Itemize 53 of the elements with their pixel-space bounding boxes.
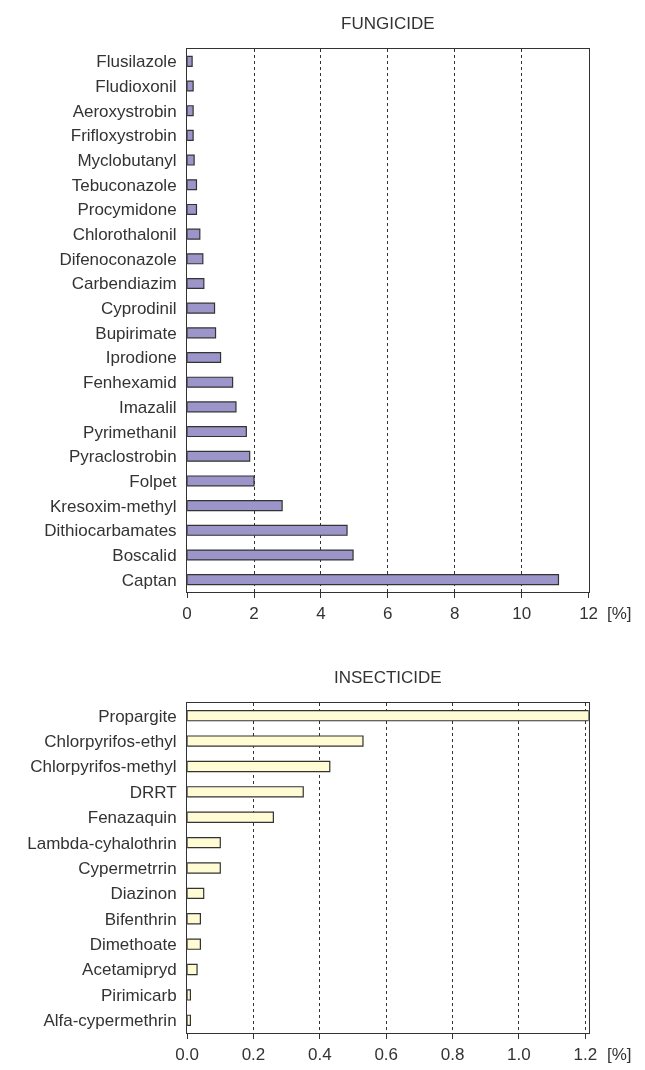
y-tick-label: Captan (121, 570, 177, 590)
y-tick-label: Acetamipryd (82, 960, 177, 980)
y-tick-label: Fludioxonil (95, 76, 177, 96)
y-tick-label: Cyprodinil (101, 299, 177, 319)
x-axis-title: [%] (607, 604, 632, 623)
x-tick-label: 0 (182, 603, 192, 623)
y-tick-label: Lambda-cyhalothrin (27, 833, 177, 853)
y-tick-label: Carbendiazim (71, 274, 177, 294)
x-tick-label: 2 (249, 603, 259, 623)
x-tick-label: 0.4 (308, 1044, 332, 1064)
x-tick-label: 0.8 (440, 1044, 465, 1064)
x-tick-label: 0.0 (175, 1044, 199, 1064)
y-tick-label: Cypermetrrin (78, 858, 177, 878)
y-tick-label: Difenoconazole (59, 249, 177, 269)
chart-title: FUNGICIDE (341, 14, 435, 33)
y-tick-label: Myclobutanyl (77, 151, 177, 171)
y-tick-label: Chlorothalonil (72, 225, 177, 245)
y-tick-label: Dimethoate (89, 935, 177, 955)
x-tick-label: 1.0 (507, 1044, 531, 1064)
y-tick-label: Aeroxystrobin (72, 101, 177, 121)
y-tick-label: Imazalil (118, 397, 177, 417)
y-tick-label: Dithiocarbamates (44, 521, 177, 541)
y-tick-label: Pyraclostrobin (68, 447, 177, 467)
x-tick-label: 0.2 (241, 1044, 266, 1064)
y-tick-label: Procymidone (77, 200, 177, 220)
y-tick-label: Diazinon (110, 884, 177, 904)
y-tick-label: Folpet (129, 471, 177, 491)
y-tick-label: Chlorpyrifos-ethyl (44, 732, 177, 752)
x-tick-label: 0.6 (374, 1044, 399, 1064)
x-tick-label: 12 (579, 603, 599, 623)
y-tick-label: Pyrimethanil (83, 422, 177, 442)
y-tick-label: Bifenthrin (104, 909, 177, 929)
y-tick-label: Fenazaquin (87, 808, 177, 828)
y-tick-label: Fenhexamid (83, 373, 177, 393)
x-tick-label: 6 (383, 603, 393, 623)
y-tick-label: Kresoxim-methyl (50, 496, 177, 516)
y-tick-label: Iprodione (105, 348, 177, 368)
x-tick-label: 4 (316, 603, 326, 623)
y-tick-label: Alfa-cypermethrin (43, 1011, 177, 1031)
x-axis-title: [%] (607, 1045, 632, 1064)
y-tick-label: Chlorpyrifos-methyl (30, 757, 177, 777)
y-tick-label: Frifloxystrobin (70, 126, 177, 146)
y-tick-label: Bupirimate (95, 323, 177, 343)
y-tick-label: Tebuconazole (71, 175, 177, 195)
y-tick-label: DRRT (129, 782, 177, 802)
y-tick-label: Propargite (98, 706, 177, 726)
chart-title: INSECTICIDE (334, 668, 442, 687)
x-tick-label: 10 (512, 603, 532, 623)
y-tick-label: Pirimicarb (101, 985, 177, 1005)
x-tick-label: 1.2 (573, 1044, 598, 1064)
y-tick-label: Flusilazole (96, 52, 177, 72)
x-tick-label: 8 (450, 603, 460, 623)
y-tick-label: Boscalid (112, 545, 177, 565)
